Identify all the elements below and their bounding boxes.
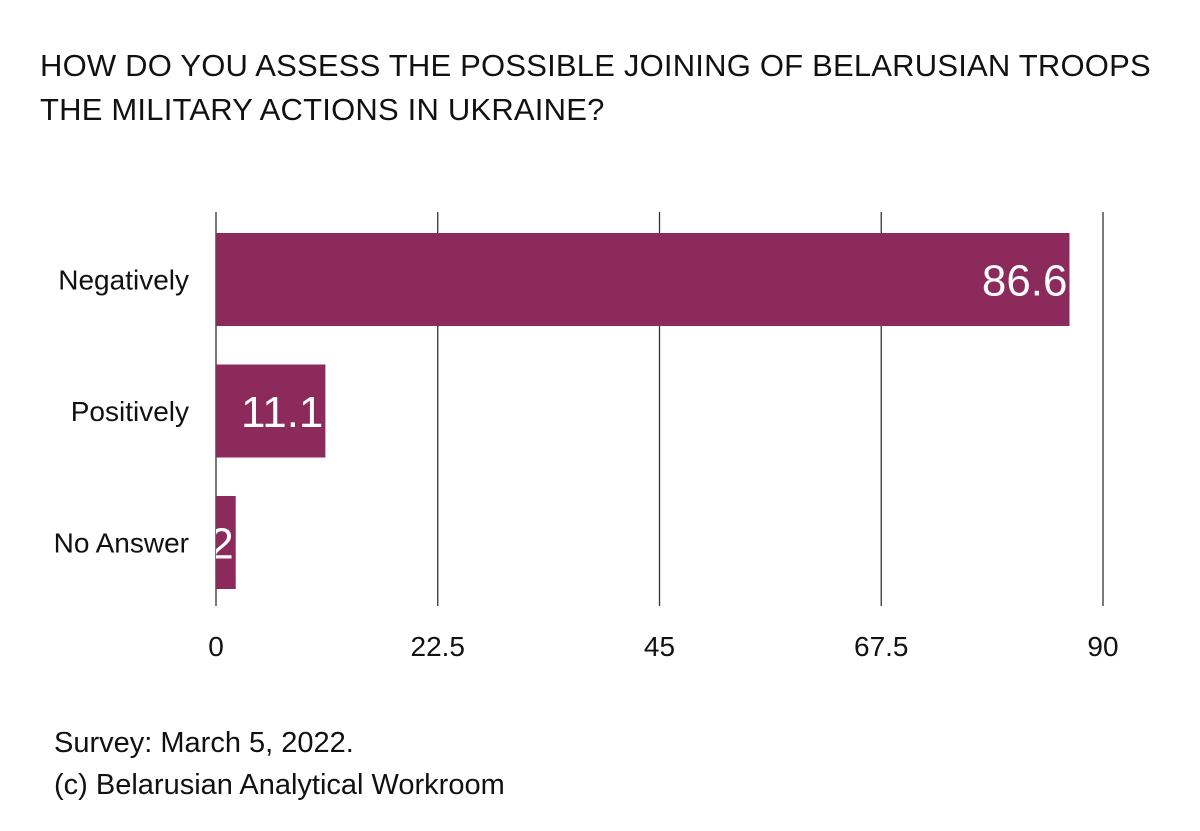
x-tick-label-2: 45 bbox=[644, 631, 675, 662]
category-label-1: Positively bbox=[71, 396, 189, 427]
x-tick-label-0: 0 bbox=[208, 631, 224, 662]
bar-1 bbox=[216, 364, 326, 458]
survey-date-note: Survey: March 5, 2022. bbox=[54, 727, 354, 759]
category-label-0: Negatively bbox=[58, 265, 189, 296]
chart-title-line-1: HOW DO YOU ASSESS THE POSSIBLE JOINING O… bbox=[40, 48, 1151, 83]
bar-value-label-1: 11.1 bbox=[241, 388, 323, 437]
chart-title-line-2: THE MILITARY ACTIONS IN UKRAINE? bbox=[40, 92, 605, 127]
x-tick-label-3: 67.5 bbox=[854, 631, 909, 662]
chart-title: HOW DO YOU ASSESS THE POSSIBLE JOINING O… bbox=[40, 44, 1160, 132]
bar-0 bbox=[216, 233, 1070, 326]
x-tick-label-4: 90 bbox=[1087, 631, 1118, 662]
source-credit: (c) Belarusian Analytical Workroom bbox=[54, 769, 505, 801]
bar-value-label-2: 2 bbox=[209, 520, 233, 569]
x-tick-label-1: 22.5 bbox=[411, 631, 466, 662]
category-label-2: No Answer bbox=[54, 528, 189, 559]
bar-value-label-0: 86.6 bbox=[982, 257, 1068, 306]
bar-2 bbox=[216, 496, 236, 589]
chart-footer: Survey: March 5, 2022. (c) Belarusian An… bbox=[54, 722, 505, 806]
